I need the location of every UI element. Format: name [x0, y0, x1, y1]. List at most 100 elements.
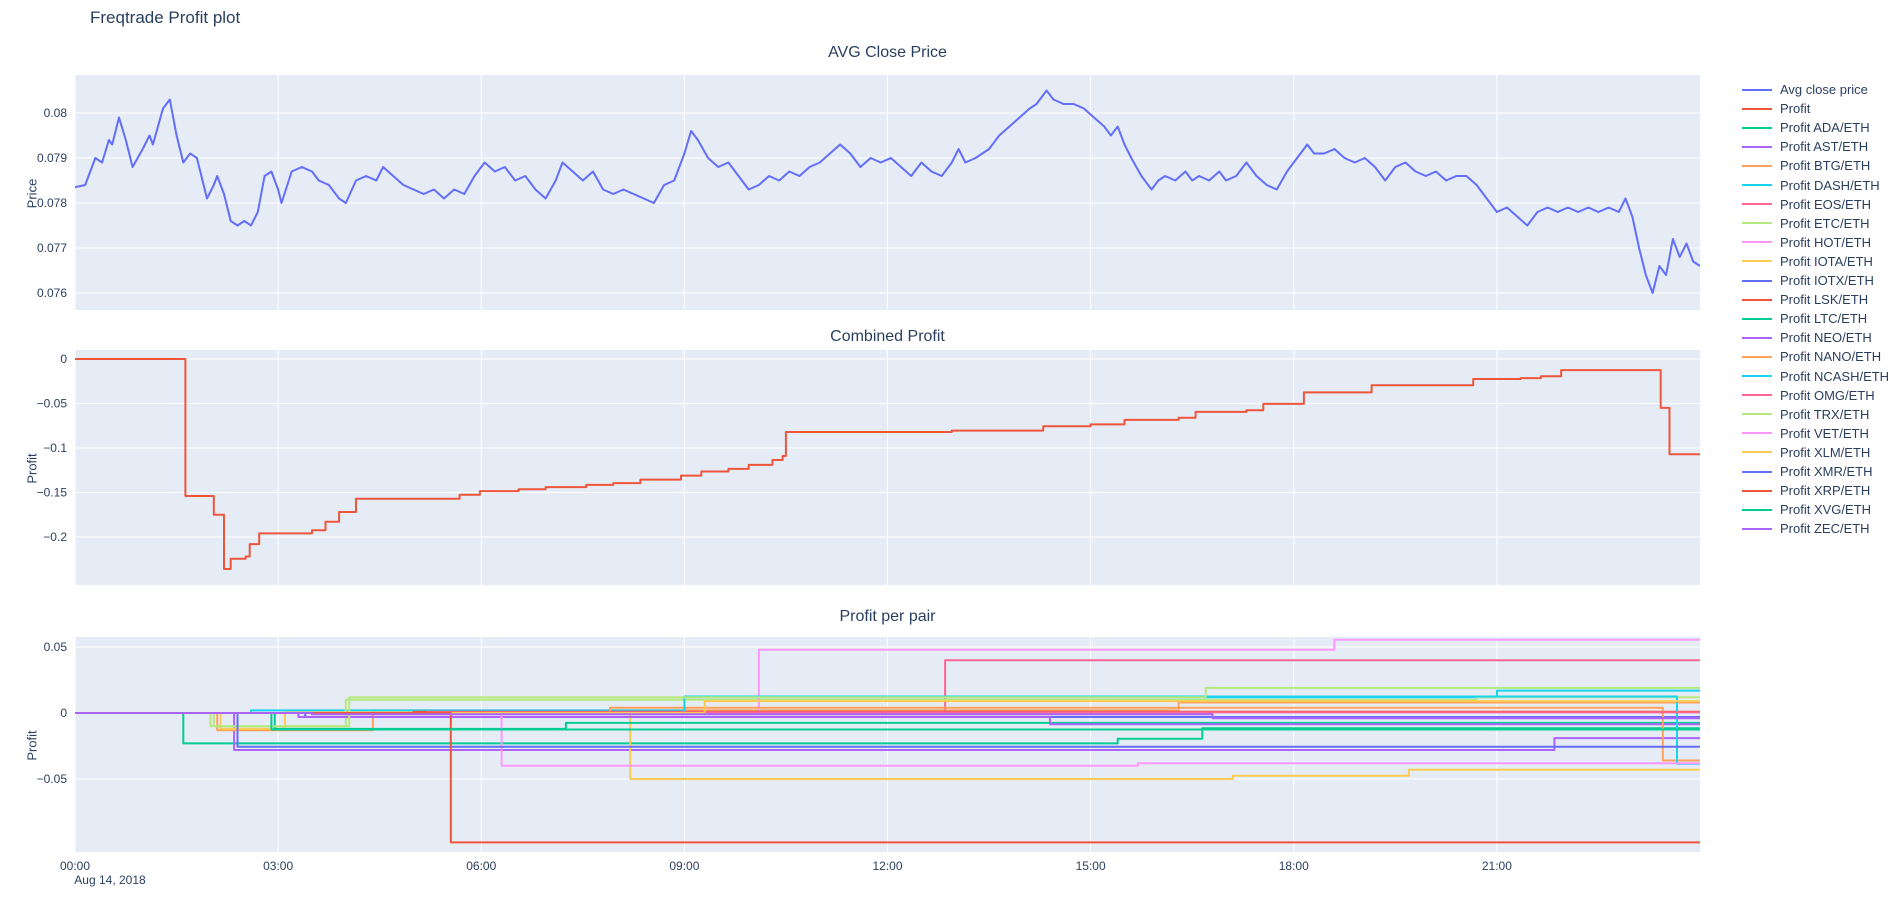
legend-swatch	[1742, 336, 1772, 339]
y-tick-label: 0.08	[44, 106, 68, 120]
legend-swatch	[1742, 317, 1772, 320]
legend-item-profit-eos-eth[interactable]: Profit EOS/ETH	[1742, 195, 1871, 214]
y-tick-label: 0.079	[37, 151, 67, 165]
x-axis-date-label: Aug 14, 2018	[74, 873, 146, 887]
legend-item-profit-xrp-eth[interactable]: Profit XRP/ETH	[1742, 481, 1870, 500]
series-profit-btg-eth	[75, 701, 1700, 732]
legend-label: Profit HOT/ETH	[1780, 234, 1872, 250]
legend-swatch	[1742, 107, 1772, 110]
legend-swatch	[1742, 394, 1772, 397]
legend-swatch	[1742, 145, 1772, 148]
legend-item-profit-xmr-eth[interactable]: Profit XMR/ETH	[1742, 462, 1872, 481]
legend-swatch	[1742, 279, 1772, 282]
legend-item-profit-iota-eth[interactable]: Profit IOTA/ETH	[1742, 252, 1873, 271]
chart-title-combined-profit: Combined Profit	[830, 328, 945, 345]
legend-label: Profit NCASH/ETH	[1780, 368, 1890, 384]
legend-swatch	[1742, 241, 1772, 244]
x-tick-label: 00:00	[60, 859, 90, 873]
legend-label: Profit TRX/ETH	[1780, 406, 1870, 422]
y-tick-label: 0.077	[37, 241, 67, 255]
legend-label: Profit BTG/ETH	[1780, 158, 1871, 174]
x-tick-label: 06:00	[466, 859, 496, 873]
legend-item-profit-ada-eth[interactable]: Profit ADA/ETH	[1742, 118, 1870, 137]
legend-label: Profit IOTX/ETH	[1780, 273, 1874, 288]
legend-label: Profit XVG/ETH	[1780, 502, 1872, 518]
legend-item-avg-close-price[interactable]: Avg close price	[1742, 80, 1868, 99]
legend-item-profit-vet-eth[interactable]: Profit VET/ETH	[1742, 424, 1869, 443]
legend-label: Profit XLM/ETH	[1780, 444, 1871, 460]
legend-label: Profit AST/ETH	[1780, 139, 1869, 155]
legend-swatch	[1742, 88, 1772, 91]
legend-label: Profit EOS/ETH	[1780, 196, 1872, 212]
legend-item-profit-dash-eth[interactable]: Profit DASH/ETH	[1742, 176, 1880, 195]
y-tick-label: −0.05	[37, 772, 68, 786]
legend-swatch	[1742, 432, 1772, 435]
series-profit	[75, 358, 1700, 570]
y-tick-label: −0.05	[37, 396, 68, 410]
page-title: Freqtrade Profit plot	[90, 8, 241, 27]
chart-title-profit-per-pair: Profit per pair	[839, 608, 936, 625]
legend-swatch	[1742, 126, 1772, 129]
legend-item-profit-xvg-eth[interactable]: Profit XVG/ETH	[1742, 500, 1871, 519]
legend-item-profit-iotx-eth[interactable]: Profit IOTX/ETH	[1742, 271, 1874, 290]
legend-item-profit-trx-eth[interactable]: Profit TRX/ETH	[1742, 405, 1869, 424]
legend-item-profit-ncash-eth[interactable]: Profit NCASH/ETH	[1742, 367, 1889, 386]
legend-swatch	[1742, 355, 1772, 358]
x-tick-label: 03:00	[263, 859, 293, 873]
series-profit-zec-eth	[75, 712, 1700, 720]
y-tick-label: 0.05	[44, 640, 68, 654]
legend-item-profit-xlm-eth[interactable]: Profit XLM/ETH	[1742, 443, 1870, 462]
legend-label: Profit ETC/ETH	[1780, 215, 1870, 231]
y-tick-label: −0.1	[43, 441, 67, 455]
legend-item-profit[interactable]: Profit	[1742, 99, 1810, 118]
legend-swatch	[1742, 260, 1772, 263]
series-profit-trx-eth	[75, 686, 1700, 728]
legend-swatch	[1742, 451, 1772, 454]
legend-swatch	[1742, 298, 1772, 301]
x-tick-label: 21:00	[1482, 859, 1512, 873]
legend-item-profit-btg-eth[interactable]: Profit BTG/ETH	[1742, 156, 1870, 175]
x-tick-label: 12:00	[872, 859, 902, 873]
legend-swatch	[1742, 222, 1772, 225]
x-tick-label: 15:00	[1076, 859, 1106, 873]
legend-label: Profit XRP/ETH	[1780, 483, 1871, 499]
legend-swatch	[1742, 470, 1772, 473]
legend-item-profit-omg-eth[interactable]: Profit OMG/ETH	[1742, 386, 1875, 405]
legend-swatch	[1742, 413, 1772, 416]
legend-swatch	[1742, 164, 1772, 167]
legend-label: Profit LSK/ETH	[1780, 292, 1869, 308]
chart-2[interactable]: 0.05 0 −0.05 00:00 03:00 06:00 09:00 12:00 15:00…	[37, 637, 1700, 873]
legend-item-profit-lsk-eth[interactable]: Profit LSK/ETH	[1742, 290, 1868, 309]
legend-label: Profit DASH/ETH	[1780, 177, 1880, 193]
legend-item-profit-nano-eth[interactable]: Profit NANO/ETH	[1742, 347, 1881, 366]
legend-label: Profit	[1780, 101, 1811, 117]
chart-0[interactable]: 0.08 0.079 0.078 0.077 0.076	[37, 75, 1700, 310]
legend-item-profit-zec-eth[interactable]: Profit ZEC/ETH	[1742, 519, 1870, 538]
legend-swatch	[1742, 203, 1772, 206]
legend-item-profit-ltc-eth[interactable]: Profit LTC/ETH	[1742, 309, 1867, 328]
chart-title-avg-close-price: AVG Close Price	[828, 44, 947, 61]
y-tick-label: 0.076	[37, 286, 67, 300]
legend-swatch	[1742, 527, 1772, 530]
chart-1[interactable]: 0 −0.05 −0.1 −0.15 −0.2	[37, 350, 1700, 585]
legend-swatch	[1742, 184, 1772, 186]
legend-label: Profit NANO/ETH	[1780, 349, 1882, 365]
legend-label: Profit IOTA/ETH	[1780, 253, 1873, 269]
legend-item-profit-ast-eth[interactable]: Profit AST/ETH	[1742, 137, 1868, 156]
legend-item-profit-neo-eth[interactable]: Profit NEO/ETH	[1742, 328, 1872, 347]
legend-label: Profit VET/ETH	[1780, 425, 1869, 441]
legend-label: Profit ADA/ETH	[1780, 120, 1870, 136]
y-tick-label: 0	[60, 706, 67, 720]
legend-label: Profit LTC/ETH	[1780, 311, 1868, 327]
legend-swatch	[1742, 508, 1772, 511]
legend-item-profit-hot-eth[interactable]: Profit HOT/ETH	[1742, 233, 1871, 252]
y-tick-label: −0.15	[37, 485, 68, 499]
legend-label: Profit OMG/ETH	[1780, 387, 1875, 403]
y-tick-label: −0.2	[43, 530, 67, 544]
legend-item-profit-etc-eth[interactable]: Profit ETC/ETH	[1742, 214, 1870, 233]
legend-label: Avg close price	[1780, 82, 1868, 97]
x-tick-label: 09:00	[669, 859, 699, 873]
legend-swatch	[1742, 375, 1772, 377]
legend-label: Profit XMR/ETH	[1780, 464, 1873, 479]
